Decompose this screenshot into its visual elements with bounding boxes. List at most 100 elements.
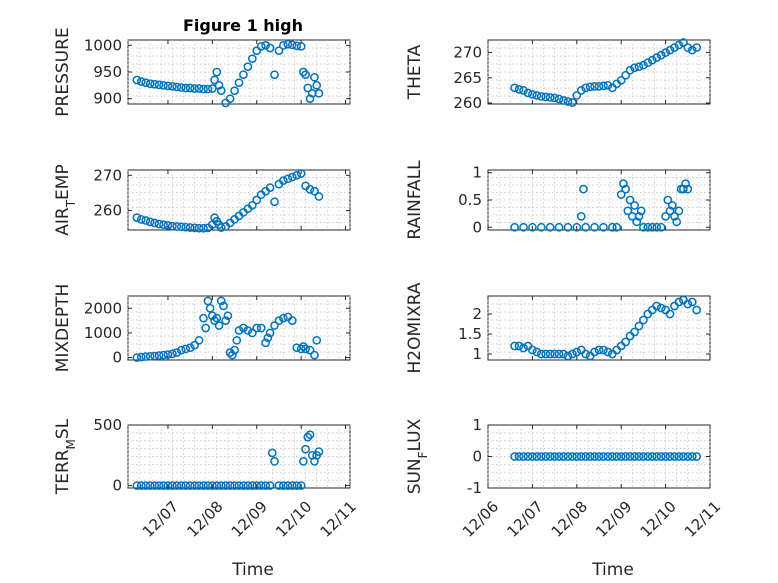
data-point (519, 343, 528, 353)
data-point (643, 452, 653, 461)
data-point (243, 481, 253, 490)
data-point (647, 55, 657, 65)
data-point (190, 340, 199, 350)
data-point (270, 456, 279, 466)
data-point (243, 62, 253, 72)
data-point (132, 213, 142, 222)
data-point (667, 201, 677, 210)
data-point (572, 452, 582, 461)
data-point (247, 200, 257, 210)
data-point (172, 222, 182, 231)
data-point (216, 296, 226, 306)
data-point (643, 58, 653, 68)
data-point (168, 221, 177, 231)
data-point (203, 481, 213, 490)
data-point (252, 323, 262, 333)
data-point (208, 311, 217, 321)
data-point (159, 220, 168, 230)
data-point (554, 222, 564, 232)
axes-5: 0 1000 2000 MIXDEPTH (53, 284, 351, 372)
data-point (687, 297, 697, 307)
data-point (203, 296, 213, 306)
data-point (594, 345, 604, 355)
data-point (616, 452, 626, 461)
data-point (528, 90, 537, 99)
data-point (301, 444, 310, 454)
y-tick-label: 270 (93, 166, 122, 184)
data-point (679, 38, 688, 47)
data-point (652, 301, 662, 311)
data-point (159, 481, 168, 490)
data-point (652, 222, 662, 232)
data-point (550, 93, 559, 103)
data-point (150, 218, 159, 228)
data-point (190, 481, 199, 490)
y-tick-label: 1 (472, 345, 482, 363)
data-point (136, 481, 146, 490)
data-point (576, 86, 586, 95)
data-point (232, 335, 242, 345)
data-point (528, 452, 537, 461)
data-point (301, 70, 310, 80)
data-point (159, 80, 168, 90)
data-point (528, 222, 537, 232)
data-point (679, 184, 688, 194)
axes-1: 900 950 1000 PRESSURE (53, 27, 351, 117)
data-point (523, 452, 533, 461)
data-point (510, 341, 519, 351)
data-point (559, 349, 568, 359)
y-tick-label: 2 (472, 305, 482, 323)
data-point (603, 452, 613, 461)
data-point (132, 353, 142, 362)
y-tick-label: -1 (467, 479, 482, 497)
data-point (150, 79, 159, 89)
data-point (274, 316, 284, 325)
y-tick-label: 260 (93, 202, 122, 220)
data-point (670, 43, 679, 52)
data-point (616, 75, 626, 85)
data-point (594, 82, 604, 91)
data-point (590, 347, 599, 357)
y-tick-label: 950 (93, 63, 122, 81)
data-point (296, 481, 306, 490)
data-point (176, 481, 186, 490)
data-point (216, 481, 226, 490)
y-axis-label: H2OMIXRA (405, 282, 425, 373)
data-point (532, 452, 542, 461)
data-point (185, 481, 195, 490)
data-point (621, 70, 630, 80)
data-point (603, 81, 613, 90)
y-tick-label: 0.5 (458, 191, 482, 209)
data-point (545, 93, 555, 102)
data-point (687, 45, 697, 55)
data-point (550, 452, 559, 461)
data-point (208, 84, 217, 93)
data-point (181, 344, 191, 354)
data-point (656, 222, 666, 232)
data-point (194, 84, 204, 93)
data-point (150, 481, 159, 490)
data-point (621, 184, 630, 194)
data-point (514, 85, 524, 94)
data-point (692, 305, 702, 315)
x-axis-label: Time (591, 560, 634, 580)
data-point (585, 82, 595, 92)
data-point (287, 40, 297, 50)
data-point (185, 223, 195, 232)
data-point (136, 77, 146, 86)
data-point (599, 81, 608, 91)
data-point (303, 432, 313, 442)
data-point (519, 222, 528, 232)
data-point (519, 86, 528, 95)
data-point (585, 452, 595, 461)
y-tick-label: 1 (472, 416, 482, 434)
data-point (270, 321, 279, 330)
data-point (683, 452, 693, 461)
data-point (630, 327, 639, 337)
data-point (674, 206, 684, 216)
data-point (203, 84, 213, 94)
data-point (683, 299, 693, 309)
data-point (581, 349, 591, 359)
data-point (510, 222, 519, 232)
